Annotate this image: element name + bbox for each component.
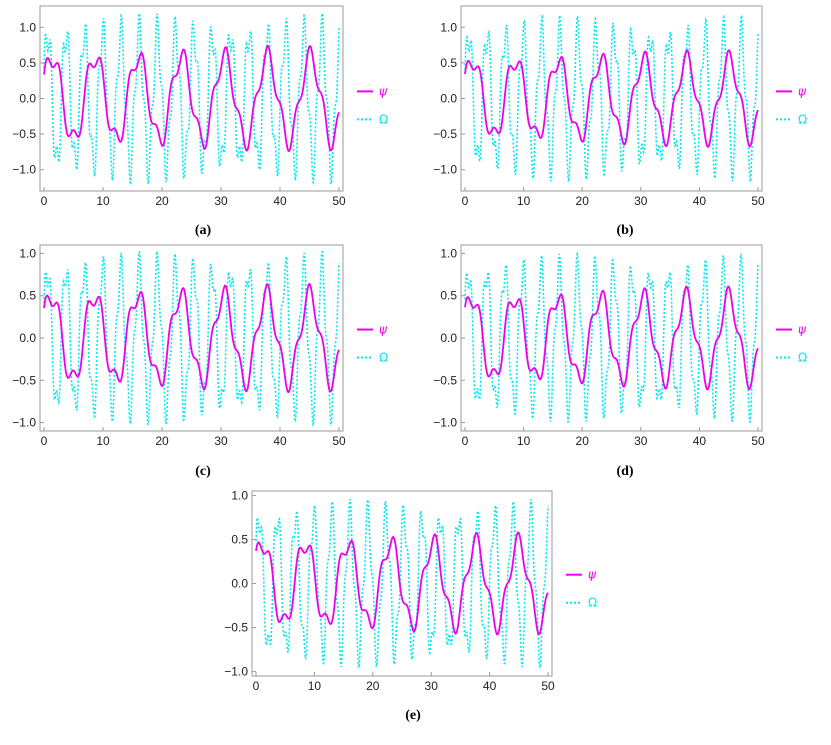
y-tick-label: −1.0: [12, 416, 36, 430]
legend: ψΩ: [776, 84, 807, 126]
chart-panel-1: 0 10 20 30 40 50 −1.0 −0.5 0.0 0.5 1.0 ψΩ (a): [12, 5, 388, 238]
y-tick-label: 0.5: [19, 56, 36, 70]
y-tick-label: 1.0: [231, 488, 248, 502]
x-tick-label: 10: [517, 194, 531, 208]
x-tick-label: 40: [273, 434, 287, 448]
legend-psi-label: ψ: [379, 323, 388, 337]
x-tick-label: 30: [214, 194, 228, 208]
x-tick-label: 10: [96, 194, 110, 208]
legend: ψΩ: [357, 323, 388, 365]
chart-panel-2: 0 10 20 30 40 50 −1.0 −0.5 0.0 0.5 1.0 ψΩ (b): [433, 5, 807, 238]
legend-psi-label: ψ: [798, 323, 807, 337]
chart-panel-4: 0 10 20 30 40 50 −1.0 −0.5 0.0 0.5 1.0 ψΩ (d): [433, 244, 807, 479]
y-tick-label: −1.0: [433, 163, 457, 177]
series-psi-line: [43, 282, 340, 394]
x-tick-label: 0: [462, 194, 469, 208]
x-tick-label: 50: [332, 434, 346, 448]
x-tick-label: 30: [634, 194, 648, 208]
x-tick-label: 50: [541, 679, 555, 693]
panel-caption: (e): [405, 708, 421, 723]
y-tick-label: 0.5: [440, 289, 457, 303]
y-tick-label: −0.5: [12, 127, 36, 141]
legend-psi-label: ψ: [798, 84, 807, 98]
y-tick-label: 1.0: [440, 246, 457, 260]
x-tick-label: 40: [693, 194, 707, 208]
legend: ψΩ: [776, 323, 807, 365]
y-tick-label: −0.5: [433, 373, 457, 387]
y-tick-label: 0.0: [231, 577, 248, 591]
x-tick-label: 0: [41, 434, 48, 448]
y-tick-label: −1.0: [433, 416, 457, 430]
y-tick-label: −0.5: [433, 127, 457, 141]
x-tick-label: 0: [253, 679, 260, 693]
y-tick-label: 0.5: [440, 56, 457, 70]
panel-caption: (c): [195, 464, 211, 479]
legend-omega-label: Ω: [798, 351, 807, 365]
legend-omega-label: Ω: [379, 351, 388, 365]
series-psi-line: [255, 531, 549, 636]
x-tick-label: 10: [96, 434, 110, 448]
x-tick-label: 50: [332, 194, 346, 208]
x-tick-label: 10: [517, 434, 531, 448]
x-tick-label: 20: [155, 194, 169, 208]
legend: ψΩ: [357, 84, 388, 126]
y-tick-label: −1.0: [12, 163, 36, 177]
series-psi-line: [464, 285, 759, 391]
series-psi-line: [43, 44, 340, 153]
y-tick-label: 1.0: [19, 20, 36, 34]
plot-frame: [460, 5, 763, 192]
y-tick-label: −1.0: [224, 665, 248, 679]
x-tick-label: 20: [366, 679, 380, 693]
legend-omega-label: Ω: [588, 596, 597, 610]
series-omega-line: [43, 250, 340, 427]
series-omega-line: [464, 13, 759, 182]
series-omega-line: [464, 251, 759, 423]
panel-caption: (b): [616, 223, 633, 238]
series-omega-line: [255, 498, 549, 670]
chart-panel-5: 0 10 20 30 40 50 −1.0 −0.5 0.0 0.5 1.0 ψΩ (e): [224, 488, 597, 723]
legend: ψΩ: [566, 568, 597, 610]
y-tick-label: 1.0: [440, 20, 457, 34]
legend-omega-label: Ω: [798, 112, 807, 126]
x-tick-label: 30: [425, 679, 439, 693]
y-tick-label: −0.5: [12, 373, 36, 387]
y-tick-label: 0.5: [231, 532, 248, 546]
legend-psi-label: ψ: [379, 84, 388, 98]
x-tick-label: 50: [751, 194, 765, 208]
plot-frame: [460, 244, 763, 432]
y-tick-label: 0.0: [440, 92, 457, 106]
x-tick-label: 40: [483, 679, 497, 693]
y-tick-label: −0.5: [224, 621, 248, 635]
x-tick-label: 40: [273, 194, 287, 208]
series-omega-line: [43, 13, 340, 186]
x-tick-label: 40: [693, 434, 707, 448]
x-tick-label: 20: [576, 194, 590, 208]
x-tick-label: 20: [155, 434, 169, 448]
x-tick-label: 30: [214, 434, 228, 448]
series-psi-line: [464, 49, 759, 148]
x-tick-label: 0: [41, 194, 48, 208]
y-tick-label: 1.0: [19, 246, 36, 260]
x-tick-label: 10: [308, 679, 322, 693]
x-tick-label: 30: [634, 434, 648, 448]
y-tick-label: 0.0: [440, 331, 457, 345]
legend-omega-label: Ω: [379, 112, 388, 126]
y-tick-label: 0.0: [19, 331, 36, 345]
x-tick-label: 50: [751, 434, 765, 448]
chart-panel-3: 0 10 20 30 40 50 −1.0 −0.5 0.0 0.5 1.0 ψΩ (c): [12, 244, 388, 479]
panel-caption: (a): [195, 223, 212, 238]
y-tick-label: 0.0: [19, 92, 36, 106]
panel-caption: (d): [616, 464, 633, 479]
x-tick-label: 20: [576, 434, 590, 448]
y-tick-label: 0.5: [19, 289, 36, 303]
legend-psi-label: ψ: [588, 568, 597, 582]
x-tick-label: 0: [462, 434, 469, 448]
